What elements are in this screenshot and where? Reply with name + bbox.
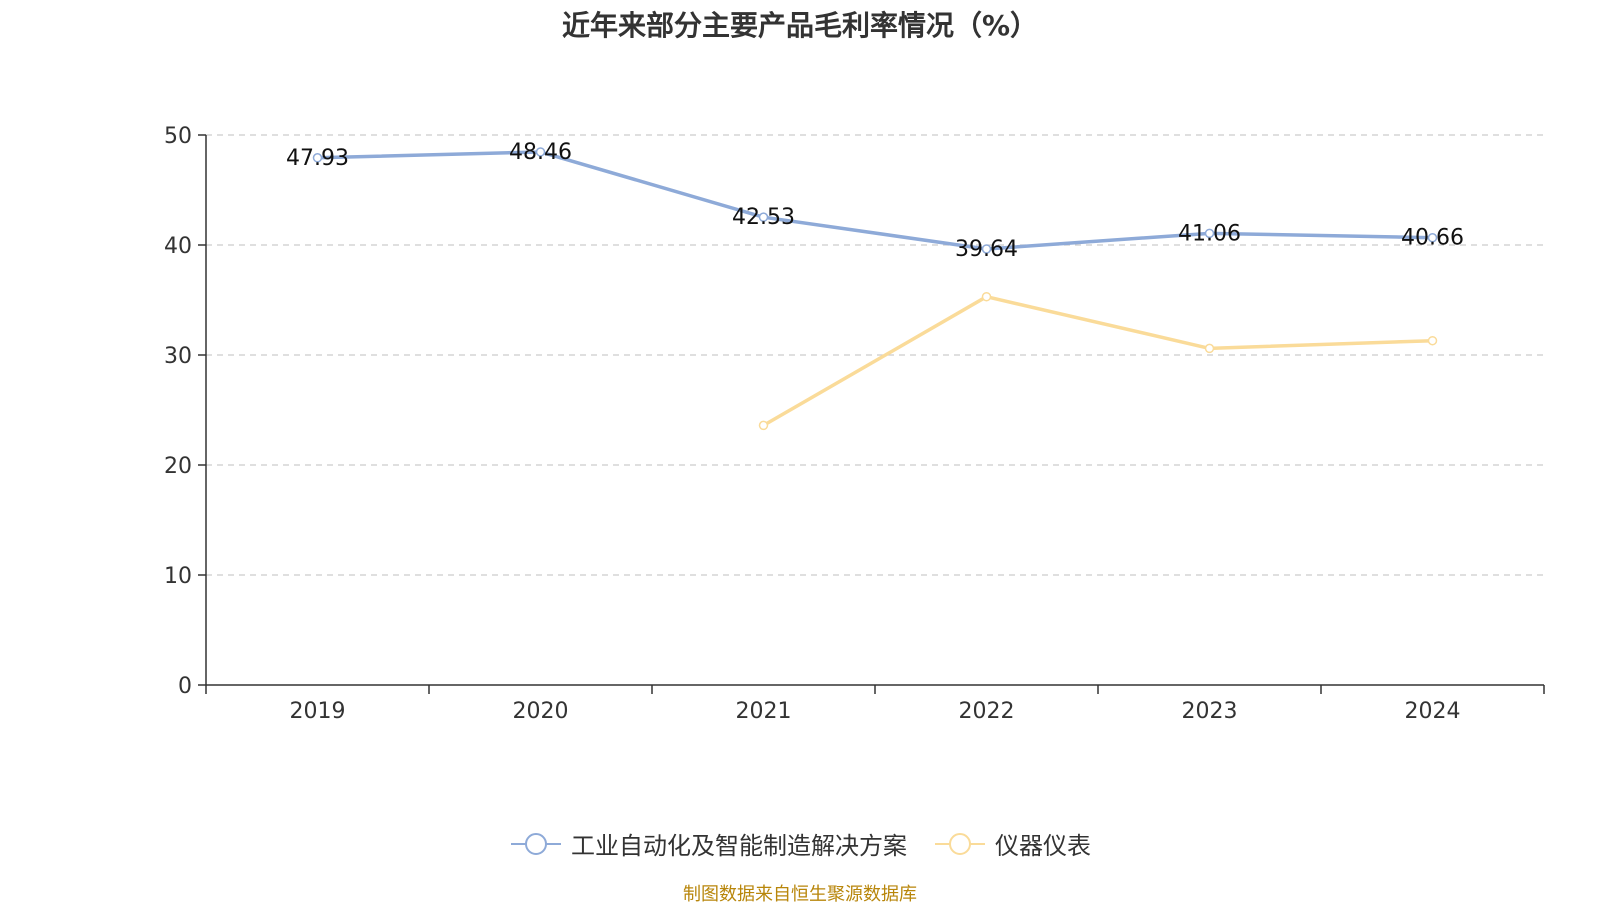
y-tick-label: 0 bbox=[178, 674, 192, 699]
data-label: 42.53 bbox=[732, 205, 795, 230]
data-label: 40.66 bbox=[1401, 226, 1464, 251]
y-tick-label: 50 bbox=[164, 124, 192, 149]
series-line-0 bbox=[317, 150, 1433, 251]
data-point bbox=[1204, 343, 1215, 354]
data-point bbox=[981, 244, 992, 254]
data-label: 47.93 bbox=[286, 146, 349, 171]
y-tick-label: 30 bbox=[164, 344, 192, 369]
y-tick-label: 40 bbox=[164, 234, 192, 259]
data-point bbox=[1204, 228, 1215, 239]
legend-item-instruments[interactable]: 仪器仪表 bbox=[933, 826, 1091, 861]
y-tick-label: 10 bbox=[164, 564, 192, 589]
data-label: 41.06 bbox=[1178, 221, 1241, 246]
x-tick-label: 2024 bbox=[1405, 699, 1461, 724]
x-tick-label: 2020 bbox=[513, 699, 569, 724]
legend-label: 仪器仪表 bbox=[995, 832, 1091, 860]
data-label: 48.46 bbox=[509, 140, 572, 165]
chart-title: 近年来部分主要产品毛利率情况（%） bbox=[561, 9, 1039, 42]
data-point bbox=[758, 212, 769, 222]
axes: 0 10 20 30 40 50 2019 2020 2021 2022 2023 2024 bbox=[164, 124, 1545, 724]
legend-marker-icon bbox=[511, 832, 561, 855]
series-line-1 bbox=[762, 294, 1433, 427]
series-layer bbox=[312, 147, 1438, 431]
data-point bbox=[1427, 232, 1438, 243]
grid-lines bbox=[206, 134, 1544, 576]
x-tick-label: 2021 bbox=[736, 699, 792, 724]
data-point bbox=[1427, 335, 1438, 346]
source-note: 制图数据来自恒生聚源数据库 bbox=[683, 884, 917, 905]
data-point bbox=[981, 291, 992, 302]
data-label: 39.64 bbox=[955, 237, 1018, 262]
y-tick-label: 20 bbox=[164, 454, 192, 479]
legend: 工业自动化及智能制造解决方案 仪器仪表 bbox=[0, 826, 1600, 861]
data-point bbox=[535, 147, 546, 157]
x-tick-label: 2022 bbox=[959, 699, 1015, 724]
legend-item-automation[interactable]: 工业自动化及智能制造解决方案 bbox=[509, 826, 907, 861]
data-point bbox=[758, 420, 769, 431]
legend-marker-icon bbox=[935, 832, 985, 855]
data-point bbox=[312, 153, 323, 163]
x-tick-label: 2023 bbox=[1182, 699, 1238, 724]
x-tick-label: 2019 bbox=[290, 699, 346, 724]
data-labels: 47.93 48.46 42.53 39.64 41.06 40.66 bbox=[286, 140, 1464, 262]
legend-label: 工业自动化及智能制造解决方案 bbox=[571, 832, 907, 860]
